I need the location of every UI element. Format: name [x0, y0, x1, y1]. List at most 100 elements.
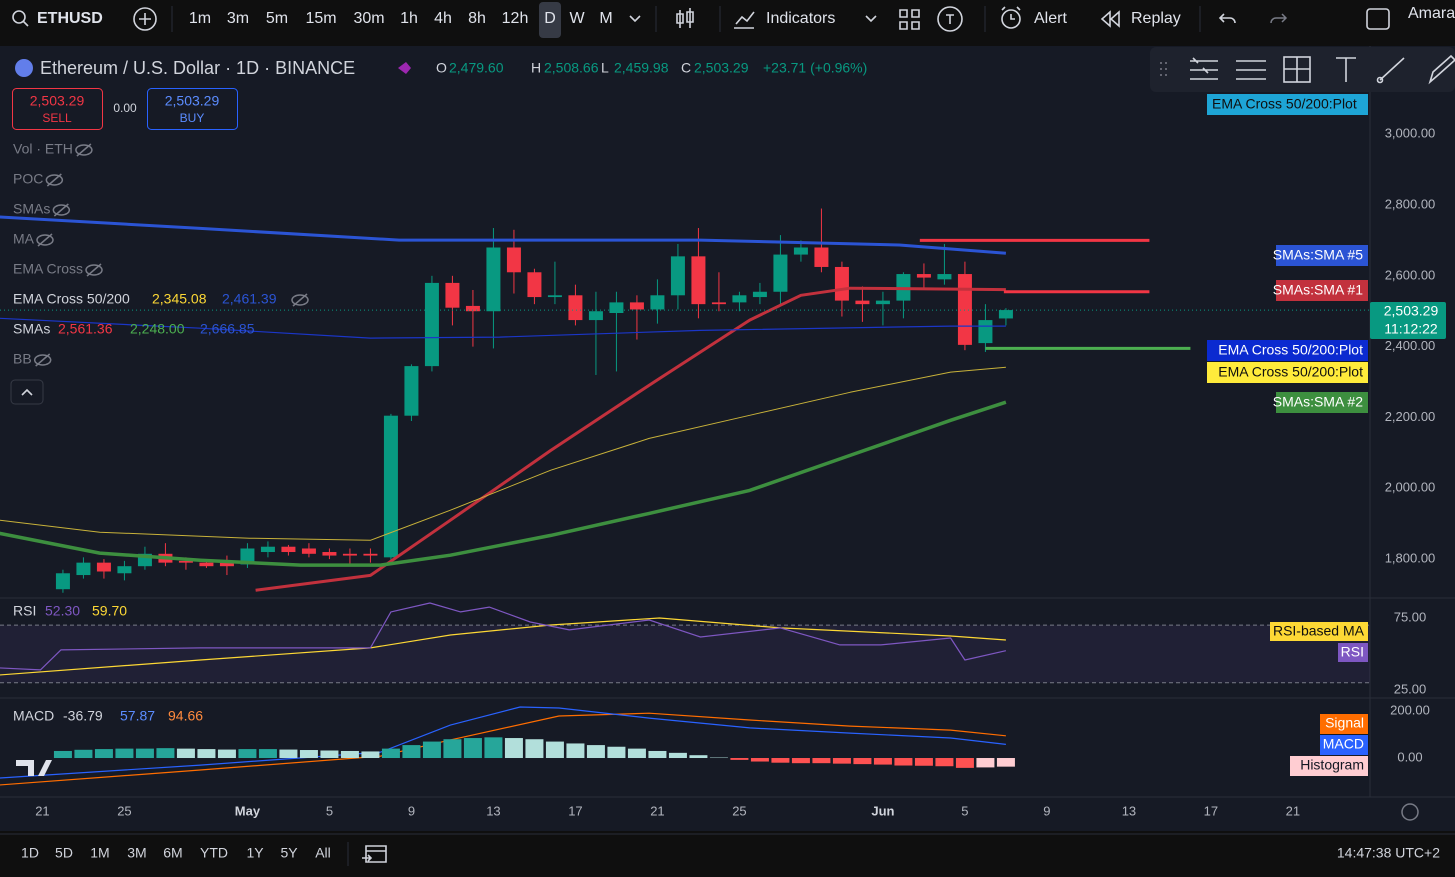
visibility-toggle[interactable] [291, 294, 309, 306]
visibility-toggle[interactable] [85, 264, 103, 276]
ohlc-value: 2,479.60 [449, 60, 504, 76]
visibility-toggle[interactable] [36, 234, 54, 246]
histogram-bar [463, 738, 482, 759]
buy-button[interactable] [147, 88, 238, 130]
tool-text[interactable] [1336, 57, 1356, 82]
range-button[interactable]: 1D [21, 845, 39, 861]
alert-icon [1001, 6, 1021, 20]
tool-lines[interactable] [1190, 57, 1218, 80]
indicators-icon[interactable] [734, 11, 755, 29]
x-tick-label: 21 [35, 803, 49, 818]
toolbar: ETHUSD Indicators Alert Replay Amara [12, 2, 1455, 38]
histogram-bar [74, 749, 93, 759]
tool-parallel[interactable] [1236, 60, 1266, 80]
range-button[interactable]: YTD [200, 845, 228, 861]
chart-type-icon[interactable] [676, 8, 694, 28]
interval[interactable]: 8h [468, 10, 486, 27]
indicators-button[interactable]: Indicators [766, 10, 835, 27]
logo[interactable] [16, 760, 52, 776]
interval[interactable]: 15m [305, 10, 336, 27]
range-button[interactable]: 1M [90, 845, 109, 861]
interval[interactable]: 5m [266, 10, 288, 27]
series-tag-bg [1338, 643, 1368, 662]
overlay-line [0, 400, 1007, 567]
visibility-toggle [53, 203, 69, 217]
histogram-bar [217, 749, 236, 759]
eth-icon [15, 59, 33, 77]
interval[interactable]: 3m [227, 10, 249, 27]
search-icon[interactable] [12, 10, 26, 24]
user-name[interactable]: Amara [1408, 5, 1455, 22]
replay-icon[interactable] [1100, 10, 1120, 28]
alert-icon[interactable] [1001, 9, 1021, 29]
range-button[interactable]: 6M [163, 845, 182, 861]
visibility-toggle [76, 143, 92, 157]
histogram-bar [504, 738, 523, 759]
overlay-line [0, 366, 1006, 541]
collapse-legend[interactable] [10, 379, 44, 405]
histogram-bar [156, 748, 175, 759]
visibility-toggle[interactable] [52, 204, 71, 216]
interval[interactable]: M [599, 10, 612, 27]
candle-body [527, 272, 542, 298]
histogram-bar [894, 758, 913, 766]
histogram-bar [545, 741, 564, 759]
ohlc-value: 2,508.66 [544, 60, 599, 76]
histogram-bar [812, 758, 831, 764]
interval[interactable]: 12h [502, 10, 529, 27]
drag-handle[interactable] [1160, 62, 1167, 76]
buy-label: BUY [180, 111, 205, 125]
visibility-toggle[interactable] [33, 354, 52, 366]
histogram-bar [135, 748, 154, 759]
templates-icon[interactable] [937, 6, 963, 32]
visibility-toggle[interactable] [75, 144, 93, 156]
range-button[interactable]: All [315, 845, 331, 861]
sell-label: SELL [42, 111, 72, 125]
fullscreen[interactable] [1366, 8, 1390, 30]
tool-brush[interactable] [1428, 54, 1455, 85]
interval[interactable]: D [544, 10, 556, 27]
indicator-name: POC [13, 171, 43, 187]
histogram-bar [484, 737, 503, 759]
chevron[interactable] [629, 15, 641, 23]
histogram-bar [627, 748, 646, 759]
interval[interactable]: 1m [189, 10, 211, 27]
redo[interactable] [1270, 13, 1288, 24]
sell-button[interactable] [12, 88, 103, 130]
y-tick-label: 25.00 [1394, 681, 1427, 696]
undo[interactable] [1218, 13, 1236, 24]
compare-range[interactable] [362, 845, 387, 863]
range-button[interactable]: 5D [55, 845, 73, 861]
symbol-title: Ethereum / U.S. Dollar · 1D · BINANCE [40, 58, 355, 78]
y-tick-label: 200.00 [1390, 702, 1430, 717]
candle-body [957, 274, 972, 345]
replay-button[interactable]: Replay [1131, 10, 1181, 27]
range-button[interactable]: 5Y [280, 845, 298, 861]
x-tick-label: 21 [1286, 803, 1300, 818]
range-button[interactable]: 3M [127, 845, 146, 861]
histogram-bar [299, 750, 318, 759]
x-tick-label: 17 [1204, 803, 1218, 818]
indicator-icon[interactable] [398, 62, 411, 74]
layouts-icon[interactable] [899, 9, 920, 30]
visibility-toggle[interactable] [45, 174, 64, 186]
add-symbol[interactable] [133, 7, 157, 31]
chevron[interactable] [865, 15, 877, 23]
alert-button[interactable]: Alert [1034, 10, 1067, 27]
histogram-bar [955, 758, 974, 768]
macd-value: 57.87 [120, 708, 155, 724]
symbol[interactable]: ETHUSD [37, 10, 103, 27]
overlay-line [255, 286, 1006, 592]
range-button[interactable]: 1Y [246, 845, 264, 861]
interval[interactable]: 1h [400, 10, 418, 27]
interval[interactable]: 4h [434, 10, 452, 27]
settings[interactable] [1401, 803, 1419, 821]
candle-body [76, 562, 91, 576]
overlay-line [0, 215, 1007, 255]
interval[interactable]: 30m [353, 10, 384, 27]
series-tag-bg [1270, 622, 1368, 641]
collapse-icon [21, 388, 33, 396]
histogram-bar [914, 758, 933, 766]
tool-trend[interactable] [1379, 57, 1405, 81]
interval[interactable]: W [569, 10, 585, 27]
